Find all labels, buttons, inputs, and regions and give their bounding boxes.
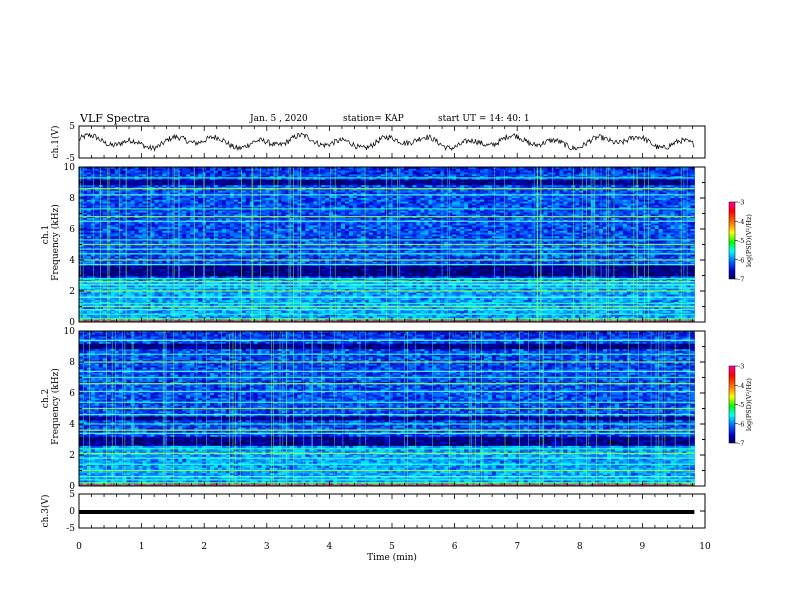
chart-title: VLF Spectra	[80, 112, 150, 125]
x-tick-label: 3	[264, 542, 270, 552]
y-tick-label: -5	[66, 154, 75, 164]
channel-label: ch.1	[41, 225, 51, 244]
x-tick-label: 1	[139, 542, 145, 552]
y-tick-label: -5	[66, 524, 75, 534]
colorbar-tick-label: -3	[738, 199, 744, 207]
colorbar-tick-label: -7	[738, 440, 744, 448]
channel-label: ch.2	[41, 389, 51, 408]
x-axis-label: Time (min)	[367, 552, 417, 563]
start-time-label: start UT = 14: 40: 1	[438, 114, 530, 124]
ch1-waveform-trace	[78, 132, 695, 152]
x-tick-label: 4	[327, 542, 333, 552]
colorbar-tick-label: -3	[738, 363, 744, 371]
x-tick-label: 6	[452, 542, 458, 552]
station-label: station= KAP	[343, 114, 404, 124]
colorbar-tick-label: -6	[738, 420, 744, 428]
y-axis-label: ch.3(V)	[40, 495, 51, 528]
colorbar-label: log(PSD)(V²/Hz)	[745, 214, 753, 267]
colorbar	[728, 201, 736, 280]
x-tick-label: 8	[577, 542, 583, 552]
spectrogram-1	[79, 167, 695, 323]
y-tick-label: 4	[69, 256, 75, 266]
colorbar-tick-label: -5	[738, 401, 744, 409]
x-tick-label: 2	[201, 542, 207, 552]
y-tick-label: 0	[69, 507, 75, 517]
y-tick-label: 4	[69, 420, 75, 430]
y-tick-label: 8	[69, 358, 75, 368]
y-tick-label: 2	[69, 287, 75, 297]
x-tick-label: 7	[514, 542, 520, 552]
y-axis-label: ch.1(V)	[50, 126, 61, 159]
colorbar-tick-label: -5	[738, 237, 744, 245]
y-tick-label: 10	[64, 327, 76, 337]
y-tick-label: 0	[69, 482, 75, 492]
y-tick-label: 5	[69, 122, 75, 132]
date-label: Jan. 5 , 2020	[250, 114, 308, 124]
y-axis-label: Frequency (kHz)	[50, 204, 61, 281]
colorbar-tick-label: -6	[738, 256, 744, 264]
y-tick-label: 5	[69, 490, 75, 500]
y-tick-label: 6	[69, 389, 75, 399]
y-tick-label: 2	[69, 451, 75, 461]
y-tick-label: 0	[69, 318, 75, 328]
x-tick-label: 0	[76, 542, 82, 552]
spectrogram-2	[79, 331, 695, 487]
y-axis-label: Frequency (kHz)	[50, 368, 61, 445]
colorbar	[728, 365, 736, 444]
colorbar-tick-label: -4	[738, 218, 744, 226]
colorbar-tick-label: -4	[738, 382, 744, 390]
colorbar-label: log(PSD)(V²/Hz)	[745, 378, 753, 431]
y-tick-label: 6	[69, 225, 75, 235]
y-tick-label: 10	[64, 163, 76, 173]
x-tick-label: 5	[389, 542, 395, 552]
x-tick-label: 9	[640, 542, 646, 552]
colorbar-tick-label: -7	[738, 276, 744, 284]
y-tick-label: 8	[69, 194, 75, 204]
x-tick-label: 10	[699, 542, 711, 552]
